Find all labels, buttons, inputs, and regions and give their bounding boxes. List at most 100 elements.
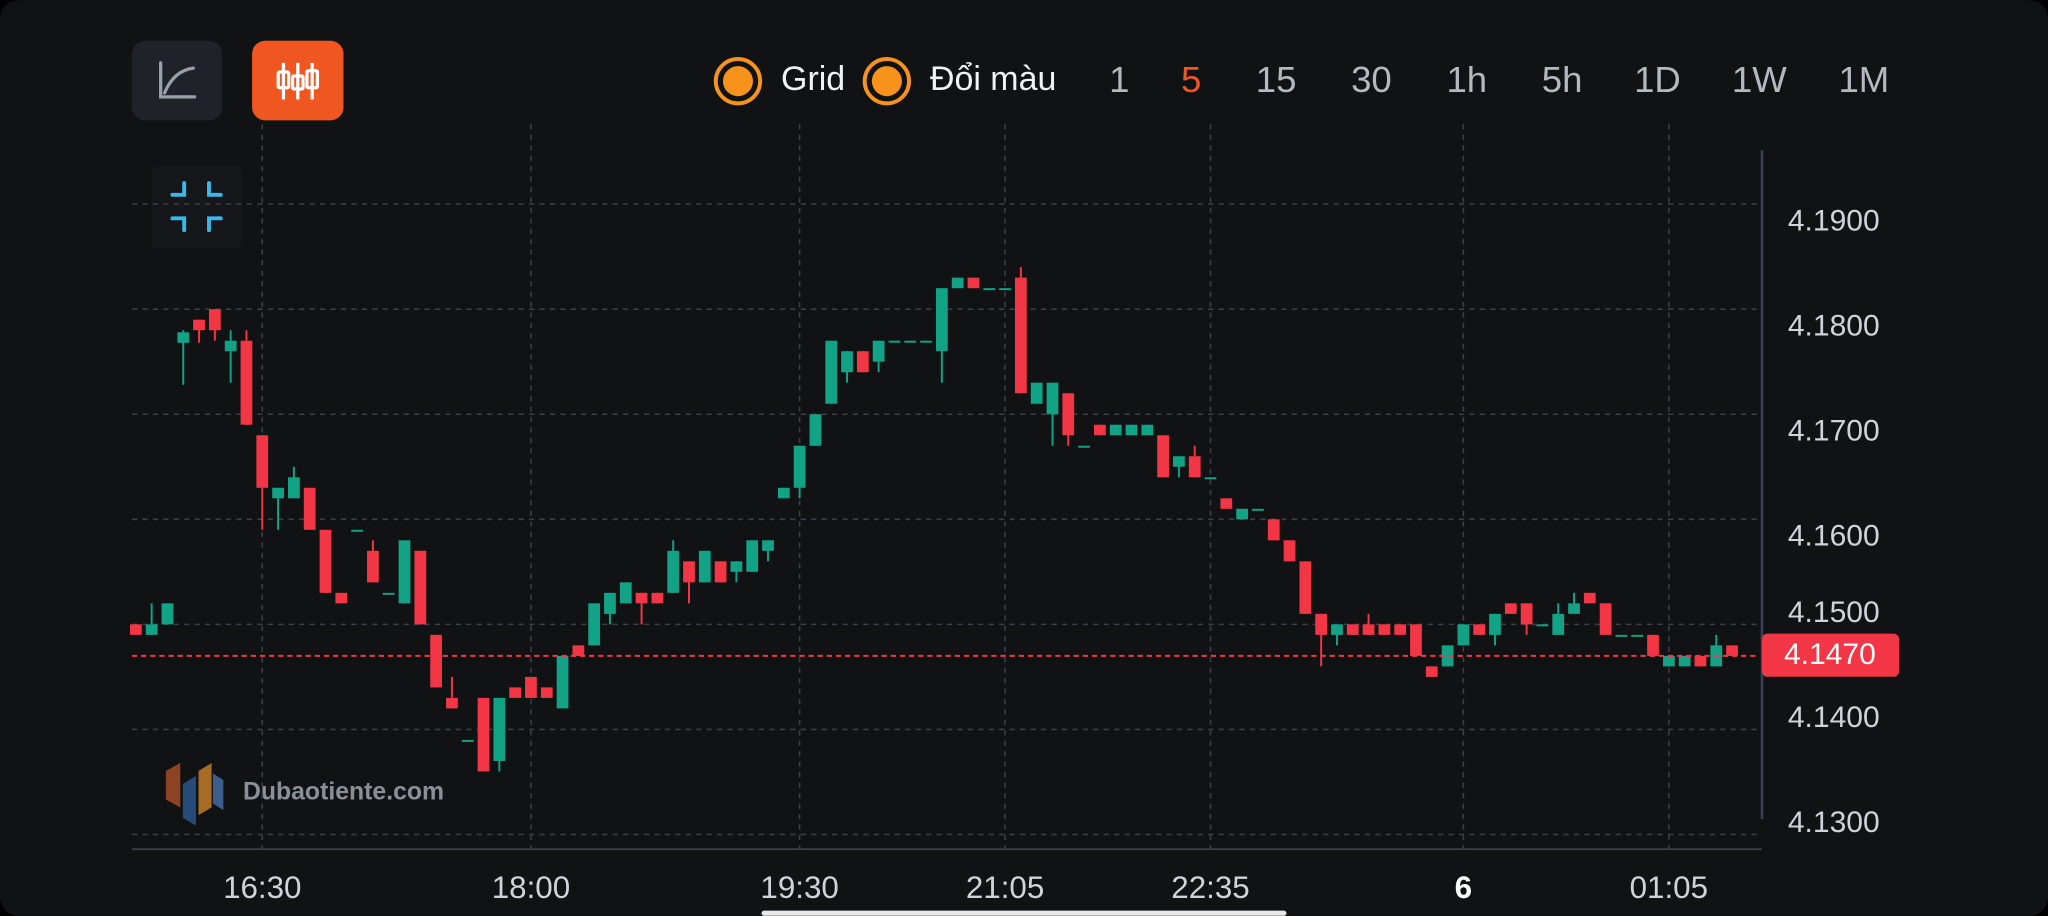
candle-body (667, 550, 680, 593)
candle-body (1473, 624, 1486, 635)
candle-body (920, 340, 932, 343)
candle-body (335, 592, 348, 604)
candle-body (1568, 603, 1580, 614)
candle-body (1726, 645, 1738, 656)
toggle[interactable]: Đổi màu (862, 57, 1057, 106)
candle-body (1046, 382, 1059, 415)
candle-body (888, 340, 901, 343)
watermark-logo (165, 762, 224, 826)
x-tick-label: 16:30 (223, 870, 301, 905)
candle-body (430, 634, 442, 688)
candle-body (1062, 393, 1075, 436)
candle-body (1252, 508, 1264, 511)
scroll-indicator (761, 910, 1287, 916)
interval-option[interactable]: 5h (1542, 59, 1583, 100)
interval-option[interactable]: 1 (1109, 59, 1129, 100)
candle-body (540, 687, 553, 698)
candle-body (572, 645, 585, 656)
candle-body (651, 592, 664, 604)
toggle-ring (862, 57, 912, 106)
candle-body (272, 487, 284, 499)
button-bg (131, 40, 223, 121)
interval-option[interactable]: 1h (1446, 59, 1487, 100)
candle-body (1204, 477, 1217, 480)
candle-body (714, 561, 727, 583)
candle-body (1504, 603, 1517, 614)
y-tick-label: 4.1700 (1788, 414, 1880, 447)
interval-option[interactable]: 1W (1732, 59, 1787, 100)
candle-body (1267, 519, 1280, 541)
candle-body (556, 655, 569, 709)
candle-body (319, 529, 332, 593)
candle-body (398, 540, 411, 604)
candle-body (777, 487, 790, 499)
toggle[interactable]: Grid (713, 57, 845, 106)
last-price-badge (1761, 633, 1900, 677)
candle-body (935, 288, 948, 352)
y-tick-label: 4.1300 (1788, 806, 1880, 839)
candle-body (1520, 603, 1533, 625)
last-price-label: 4.1470 (1784, 638, 1876, 671)
candle-body (730, 561, 743, 572)
candle-body (1410, 624, 1422, 656)
candle-body (177, 332, 190, 343)
collapse-icon (170, 181, 223, 233)
candle-body (1647, 634, 1659, 656)
candle-body (1299, 561, 1312, 614)
button-bg (151, 166, 242, 249)
y-tick-label: 4.1600 (1788, 520, 1880, 553)
candle-body (193, 319, 205, 331)
candle-body (793, 445, 806, 488)
interval-option[interactable]: 1D (1634, 59, 1681, 100)
candle-body (1125, 424, 1138, 436)
candle-body (1599, 603, 1612, 635)
candle-body (1030, 382, 1043, 404)
interval-option[interactable]: 30 (1351, 59, 1392, 100)
candle-body (1394, 624, 1407, 635)
line-icon (159, 61, 197, 99)
interval-option[interactable]: 5 (1181, 59, 1201, 100)
interval-option[interactable]: 1M (1838, 59, 1889, 100)
candle-body (1331, 624, 1343, 635)
candle-body (1457, 624, 1470, 646)
toggle-label: Đổi màu (930, 60, 1056, 98)
candle-body (477, 697, 490, 772)
candle-body (698, 550, 711, 583)
candle-icon (276, 62, 320, 100)
interval-option[interactable]: 15 (1256, 59, 1297, 100)
x-tick-label: 19:30 (760, 870, 838, 905)
candle-body (509, 687, 522, 698)
candle-body (446, 697, 458, 709)
candle-body (1141, 424, 1154, 436)
candle-body (1631, 634, 1644, 637)
candle-body (1362, 624, 1375, 635)
x-tick-label: 01:05 (1630, 870, 1708, 905)
collapse-button[interactable] (151, 166, 242, 249)
toggle-dot (722, 66, 753, 97)
candle-body (967, 277, 980, 289)
candle-body (351, 529, 363, 532)
candle-body (1220, 498, 1233, 509)
candle-body (1109, 424, 1122, 436)
candle-body (983, 288, 996, 291)
x-tick-label: 18:00 (492, 870, 570, 905)
candle-body (1014, 277, 1027, 394)
candle-chart-button[interactable] (252, 40, 344, 121)
candle-body (145, 624, 158, 635)
candle-body (1662, 655, 1675, 667)
candle-body (161, 603, 174, 625)
candle-body (1078, 445, 1090, 448)
candle-body (1425, 666, 1438, 677)
candle-body (224, 340, 237, 352)
line-chart-button[interactable] (131, 40, 223, 121)
candle-body (1188, 456, 1201, 478)
candle-body (872, 340, 885, 362)
candle-body (1315, 613, 1328, 635)
candle-body (1694, 655, 1707, 667)
candle-body (256, 435, 269, 488)
candle-body (1615, 634, 1628, 637)
candle-body (382, 592, 395, 595)
candle-body (1173, 456, 1185, 467)
toggle-label: Grid (781, 60, 845, 98)
